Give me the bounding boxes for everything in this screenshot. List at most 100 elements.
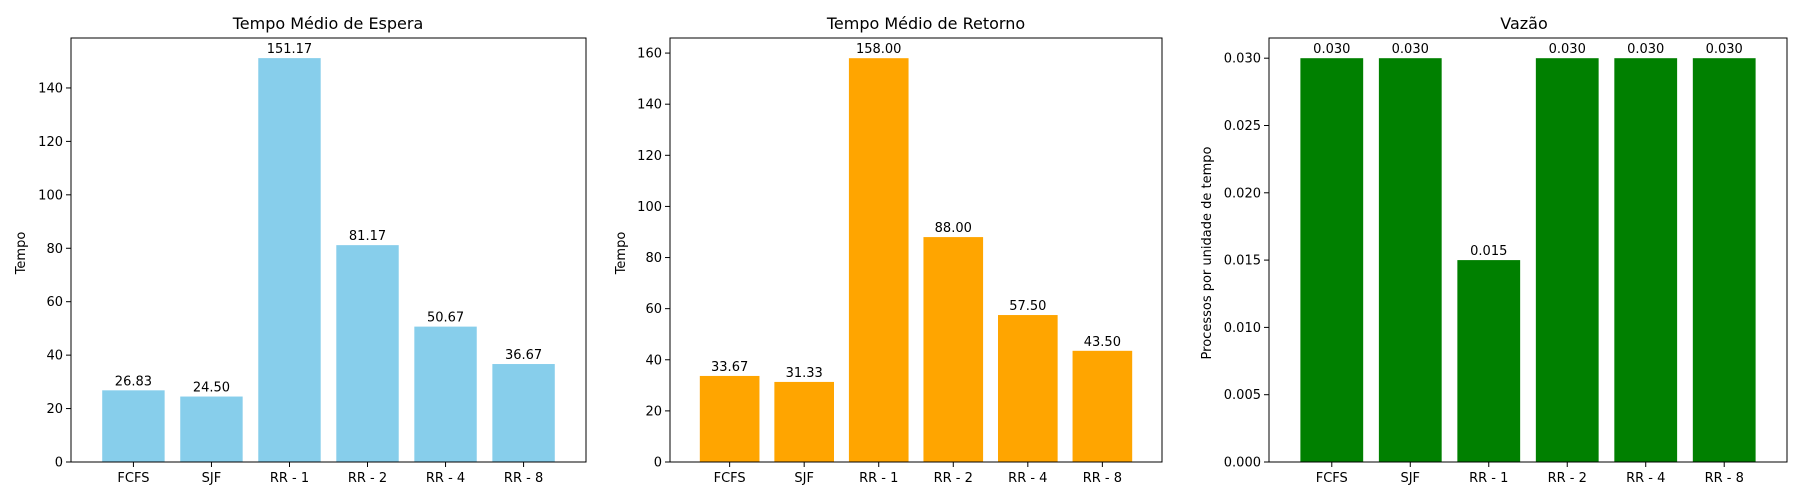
x-tick-label: SJF [794, 471, 814, 486]
bar-sjf [774, 381, 834, 462]
x-ticks: FCFS SJF RR - 1 RR - 2 RR - 4 RR - 8 [1316, 462, 1744, 486]
x-tick-label: RR - 1 [270, 471, 309, 486]
y-ticks: 0 20 40 60 80 100 120 140 [38, 81, 71, 471]
x-tick-label: RR - 4 [1626, 471, 1665, 486]
chart-tempo-medio-retorno: Tempo Médio de Retorno Tempo 33.67 31.33 1… [614, 14, 1163, 486]
y-tick-label: 120 [38, 135, 63, 150]
data-label: 50.67 [427, 311, 464, 326]
data-label: 31.33 [786, 366, 823, 381]
y-tick-label: 0.015 [1224, 254, 1261, 269]
bar-rr-8 [1692, 58, 1756, 462]
x-tick-label: RR - 8 [1705, 471, 1744, 486]
bar-rr-8 [1072, 350, 1133, 462]
y-tick-label: 60 [46, 295, 63, 310]
y-axis-label: Tempo [14, 232, 29, 276]
bar-rr-4 [414, 326, 477, 462]
y-tick-label: 0 [55, 456, 63, 471]
bar-rr-2 [336, 245, 399, 462]
x-ticks: FCFS SJF RR - 1 RR - 2 RR - 4 RR - 8 [714, 462, 1122, 486]
y-tick-label: 40 [645, 353, 662, 368]
bar-rr-2 [1535, 58, 1599, 462]
bars [102, 58, 555, 463]
x-tick-label: RR - 8 [504, 471, 543, 486]
bars [699, 58, 1133, 462]
y-ticks: 0.000 0.005 0.010 0.015 0.020 0.025 0.030 [1224, 52, 1269, 471]
x-tick-label: RR - 2 [934, 471, 973, 486]
data-label: 43.50 [1084, 335, 1121, 350]
x-tick-label: FCFS [1316, 471, 1348, 486]
data-labels: 26.83 24.50 151.17 81.17 50.67 36.67 [115, 42, 542, 395]
x-tick-label: FCFS [714, 471, 746, 486]
data-label: 81.17 [349, 229, 386, 244]
y-tick-label: 0.025 [1224, 119, 1261, 134]
y-axis-label: Processos por unidade de tempo [1200, 147, 1215, 360]
y-tick-label: 0.000 [1224, 456, 1261, 471]
data-label: 88.00 [935, 221, 972, 236]
plot-frame [1268, 37, 1788, 463]
x-tick-label: RR - 1 [859, 471, 898, 486]
data-label: 0.015 [1470, 244, 1507, 259]
y-axis-label: Tempo [614, 232, 629, 276]
y-tick-label: 160 [637, 47, 662, 62]
bar-rr-2 [923, 237, 984, 462]
chart-title: Tempo Médio de Espera [232, 14, 424, 33]
bar-rr-1 [258, 58, 321, 463]
data-labels: 33.67 31.33 158.00 88.00 57.50 43.50 [711, 42, 1121, 381]
y-tick-label: 60 [645, 302, 662, 317]
plot-frame [70, 37, 587, 463]
y-tick-label: 40 [46, 349, 63, 364]
chart-title: Vazão [1500, 14, 1548, 33]
x-tick-label: RR - 2 [1548, 471, 1587, 486]
y-tick-label: 100 [38, 188, 63, 203]
bar-rr-8 [492, 364, 555, 462]
y-tick-label: 140 [38, 81, 63, 96]
bar-rr-4 [998, 315, 1058, 462]
bar-sjf [1378, 58, 1442, 462]
data-label: 36.67 [505, 348, 542, 363]
data-label: 0.030 [1549, 42, 1586, 57]
y-tick-label: 0.005 [1224, 388, 1261, 403]
y-tick-label: 0.020 [1224, 186, 1261, 201]
bar-rr-1 [1457, 260, 1521, 462]
data-label: 0.030 [1627, 42, 1664, 57]
x-tick-label: RR - 1 [1469, 471, 1508, 486]
y-tick-label: 80 [645, 251, 662, 266]
data-label: 0.030 [1706, 42, 1743, 57]
x-tick-label: RR - 4 [426, 471, 465, 486]
x-ticks: FCFS SJF RR - 1 RR - 2 RR - 4 RR - 8 [117, 462, 543, 486]
data-label: 24.50 [193, 381, 230, 396]
x-tick-label: SJF [202, 471, 222, 486]
x-tick-label: RR - 4 [1008, 471, 1047, 486]
data-label: 158.00 [856, 42, 902, 57]
y-tick-label: 120 [637, 149, 662, 164]
y-tick-label: 100 [637, 200, 662, 215]
data-labels: 0.030 0.030 0.015 0.030 0.030 0.030 [1313, 42, 1743, 259]
chart-title: Tempo Médio de Retorno [826, 14, 1025, 33]
y-tick-label: 20 [46, 402, 63, 417]
x-tick-label: FCFS [117, 471, 149, 486]
chart-tempo-medio-espera: Tempo Médio de Espera Tempo 26.83 24.50 15… [14, 14, 587, 486]
y-ticks: 0 20 40 60 80 100 120 140 160 [637, 47, 670, 471]
data-label: 26.83 [115, 374, 152, 389]
y-tick-label: 140 [637, 98, 662, 113]
bar-rr-4 [1614, 58, 1678, 462]
x-tick-label: RR - 8 [1083, 471, 1122, 486]
bar-fcfs [102, 390, 165, 462]
y-tick-label: 20 [645, 404, 662, 419]
x-tick-label: RR - 2 [348, 471, 387, 486]
data-label: 151.17 [267, 42, 313, 57]
chart-vazao: Vazão Processos por unidade de tempo 0.0… [1200, 14, 1788, 486]
bars [1300, 58, 1756, 462]
data-label: 57.50 [1009, 299, 1046, 314]
data-label: 0.030 [1313, 42, 1350, 57]
y-tick-label: 0.010 [1224, 321, 1261, 336]
y-tick-label: 80 [46, 242, 63, 257]
data-label: 0.030 [1392, 42, 1429, 57]
bar-sjf [180, 396, 243, 462]
y-tick-label: 0 [654, 456, 662, 471]
y-tick-label: 0.030 [1224, 52, 1261, 67]
bar-fcfs [699, 375, 760, 462]
bar-rr-1 [848, 58, 909, 462]
bar-fcfs [1300, 58, 1364, 462]
